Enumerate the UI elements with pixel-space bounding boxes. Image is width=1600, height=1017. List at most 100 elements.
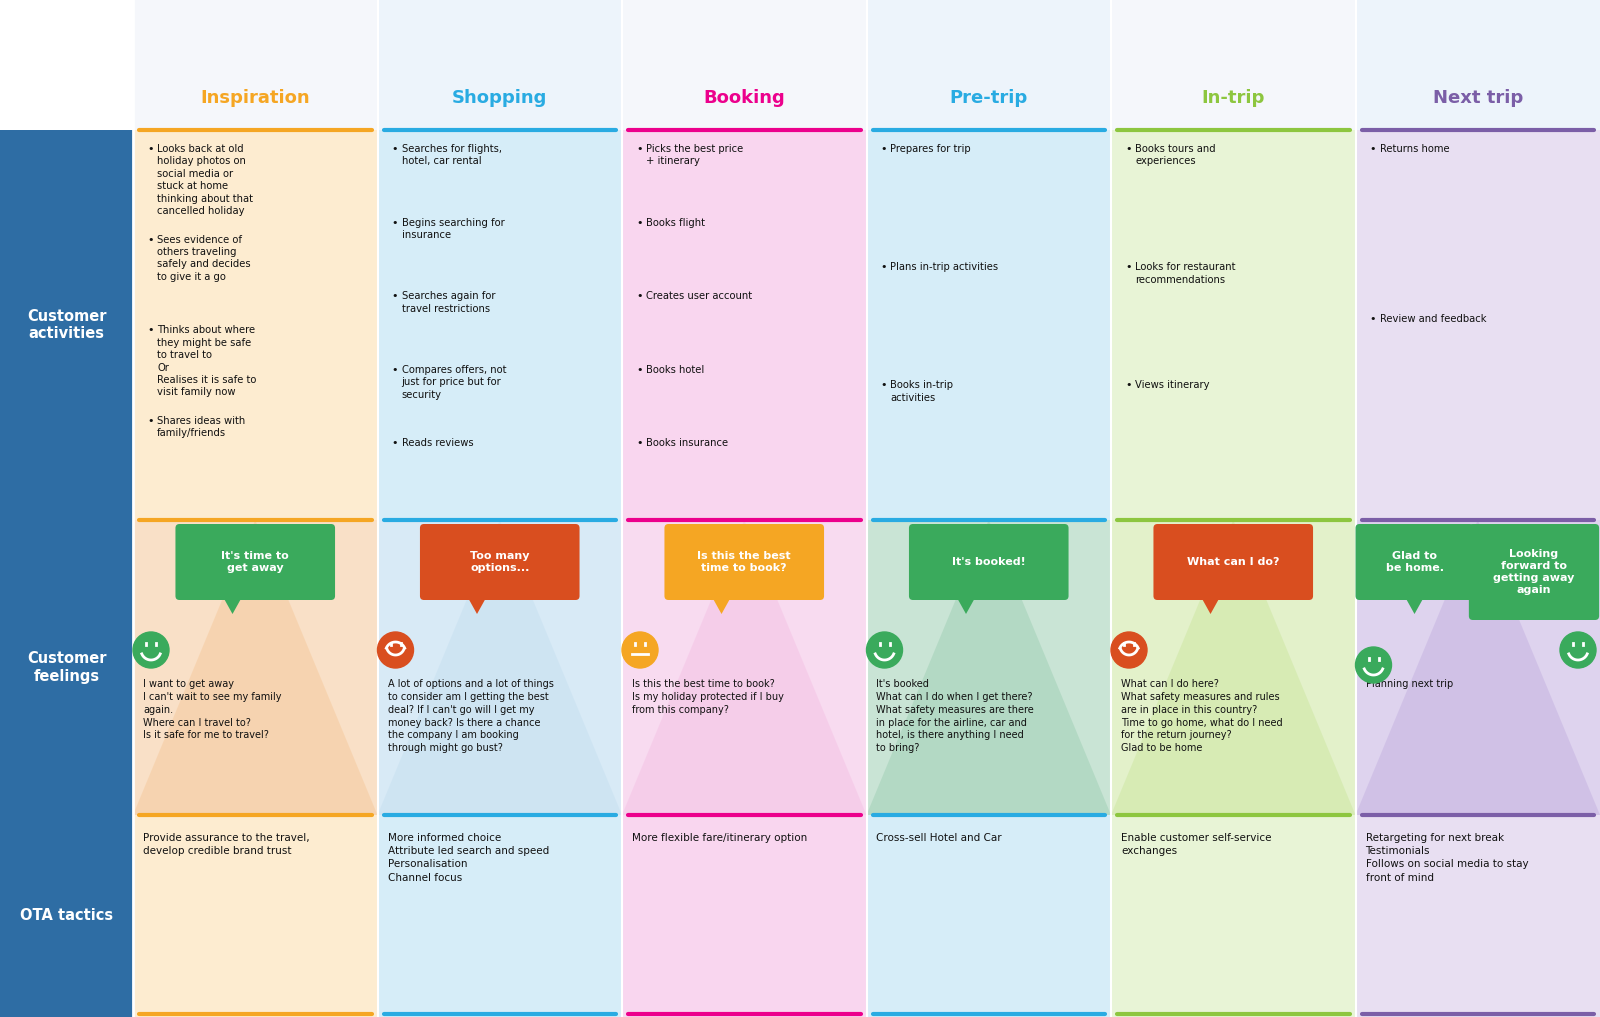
- Bar: [1355, 520, 1600, 815]
- Text: Creates user account: Creates user account: [646, 291, 752, 301]
- Text: Shopping: Shopping: [453, 89, 547, 107]
- Text: •: •: [147, 325, 154, 336]
- Polygon shape: [712, 596, 731, 614]
- Text: Books tours and
experiences: Books tours and experiences: [1134, 144, 1216, 167]
- Circle shape: [1560, 632, 1595, 668]
- Bar: [378, 520, 622, 815]
- Text: •: •: [147, 416, 154, 426]
- Polygon shape: [957, 596, 976, 614]
- FancyBboxPatch shape: [419, 524, 579, 600]
- Text: Is this the best time to book?
Is my holiday protected if I buy
from this compan: Is this the best time to book? Is my hol…: [632, 679, 784, 715]
- Bar: [867, 0, 1110, 130]
- Text: Searches again for
travel restrictions: Searches again for travel restrictions: [402, 291, 494, 313]
- FancyBboxPatch shape: [1355, 524, 1474, 600]
- Text: •: •: [392, 365, 398, 374]
- Bar: [1110, 520, 1355, 815]
- Text: OTA tactics: OTA tactics: [19, 908, 114, 923]
- Text: •: •: [1125, 144, 1131, 154]
- Text: Reads reviews: Reads reviews: [402, 438, 474, 448]
- Text: Picks the best price
+ itinerary: Picks the best price + itinerary: [646, 144, 744, 167]
- Text: •: •: [880, 144, 886, 154]
- Bar: [378, 130, 622, 520]
- Bar: [622, 130, 867, 520]
- Bar: [1110, 815, 1355, 1017]
- Text: •: •: [637, 291, 643, 301]
- Text: Customer
feelings: Customer feelings: [27, 651, 106, 683]
- Text: •: •: [1370, 313, 1376, 323]
- Text: It's booked
What can I do when I get there?
What safety measures are there
in pl: It's booked What can I do when I get the…: [877, 679, 1034, 754]
- Bar: [1355, 130, 1600, 520]
- Text: Customer
activities: Customer activities: [27, 309, 106, 341]
- Text: Looking
forward to
getting away
again: Looking forward to getting away again: [1493, 549, 1574, 595]
- Bar: [1355, 815, 1600, 1017]
- Bar: [622, 0, 867, 130]
- Text: •: •: [1125, 380, 1131, 391]
- Circle shape: [622, 632, 658, 668]
- Bar: [133, 520, 378, 815]
- Bar: [622, 520, 867, 815]
- Polygon shape: [222, 596, 243, 614]
- Text: •: •: [637, 144, 643, 154]
- Text: Is this the best
time to book?: Is this the best time to book?: [698, 551, 790, 573]
- Text: •: •: [1370, 144, 1376, 154]
- Text: Returns home: Returns home: [1379, 144, 1450, 154]
- Text: Sees evidence of
others traveling
safely and decides
to give it a go: Sees evidence of others traveling safely…: [157, 235, 251, 282]
- Text: It's booked!: It's booked!: [952, 557, 1026, 567]
- Text: •: •: [147, 144, 154, 154]
- Text: Too many
options...: Too many options...: [470, 551, 530, 573]
- Text: Retargeting for next break
Testimonials
Follows on social media to stay
front of: Retargeting for next break Testimonials …: [1365, 833, 1528, 883]
- Bar: [0, 815, 133, 1017]
- Text: Begins searching for
insurance: Begins searching for insurance: [402, 218, 504, 240]
- Text: Books insurance: Books insurance: [646, 438, 728, 448]
- Text: Looks back at old
holiday photos on
social media or
stuck at home
thinking about: Looks back at old holiday photos on soci…: [157, 144, 253, 216]
- Circle shape: [378, 632, 413, 668]
- Text: •: •: [1125, 262, 1131, 273]
- Bar: [622, 815, 867, 1017]
- Text: A lot of options and a lot of things
to consider am I getting the best
deal? If : A lot of options and a lot of things to …: [387, 679, 554, 754]
- Polygon shape: [1110, 520, 1355, 815]
- Text: •: •: [880, 262, 886, 273]
- Bar: [1355, 0, 1600, 130]
- Text: Inspiration: Inspiration: [200, 89, 310, 107]
- Bar: [0, 520, 133, 815]
- Text: Books hotel: Books hotel: [646, 365, 704, 374]
- Text: Compares offers, not
just for price but for
security: Compares offers, not just for price but …: [402, 365, 506, 400]
- Text: •: •: [392, 144, 398, 154]
- Bar: [133, 815, 378, 1017]
- Text: •: •: [637, 365, 643, 374]
- Text: Planning next trip: Planning next trip: [1365, 679, 1453, 690]
- Text: Prepares for trip: Prepares for trip: [891, 144, 971, 154]
- Polygon shape: [378, 520, 622, 815]
- Text: Pre-trip: Pre-trip: [950, 89, 1027, 107]
- Circle shape: [867, 632, 902, 668]
- FancyBboxPatch shape: [1469, 524, 1598, 620]
- Text: Plans in-trip activities: Plans in-trip activities: [891, 262, 998, 273]
- Bar: [0, 130, 133, 520]
- Text: I want to get away
I can't wait to see my family
again.
Where can I travel to?
I: I want to get away I can't wait to see m…: [142, 679, 282, 740]
- FancyBboxPatch shape: [909, 524, 1069, 600]
- Text: Booking: Booking: [704, 89, 786, 107]
- Bar: [867, 815, 1110, 1017]
- Bar: [378, 0, 622, 130]
- Circle shape: [133, 632, 170, 668]
- Text: Review and feedback: Review and feedback: [1379, 313, 1486, 323]
- Text: Searches for flights,
hotel, car rental: Searches for flights, hotel, car rental: [402, 144, 501, 167]
- Text: Books in-trip
activities: Books in-trip activities: [891, 380, 954, 403]
- Text: Provide assurance to the travel,
develop credible brand trust: Provide assurance to the travel, develop…: [142, 833, 310, 856]
- Bar: [867, 520, 1110, 815]
- Text: More informed choice
Attribute led search and speed
Personalisation
Channel focu: More informed choice Attribute led searc…: [387, 833, 549, 883]
- Text: •: •: [392, 218, 398, 228]
- Text: Thinks about where
they might be safe
to travel to
Or
Realises it is safe to
vis: Thinks about where they might be safe to…: [157, 325, 256, 398]
- Polygon shape: [133, 520, 378, 815]
- Bar: [133, 130, 378, 520]
- Text: Enable customer self-service
exchanges: Enable customer self-service exchanges: [1122, 833, 1272, 856]
- Polygon shape: [1405, 596, 1424, 614]
- FancyBboxPatch shape: [176, 524, 334, 600]
- Text: •: •: [147, 235, 154, 245]
- Text: Books flight: Books flight: [646, 218, 706, 228]
- Text: •: •: [637, 218, 643, 228]
- Text: More flexible fare/itinerary option: More flexible fare/itinerary option: [632, 833, 808, 843]
- Bar: [378, 815, 622, 1017]
- Text: It's time to
get away: It's time to get away: [221, 551, 290, 573]
- Bar: [1110, 130, 1355, 520]
